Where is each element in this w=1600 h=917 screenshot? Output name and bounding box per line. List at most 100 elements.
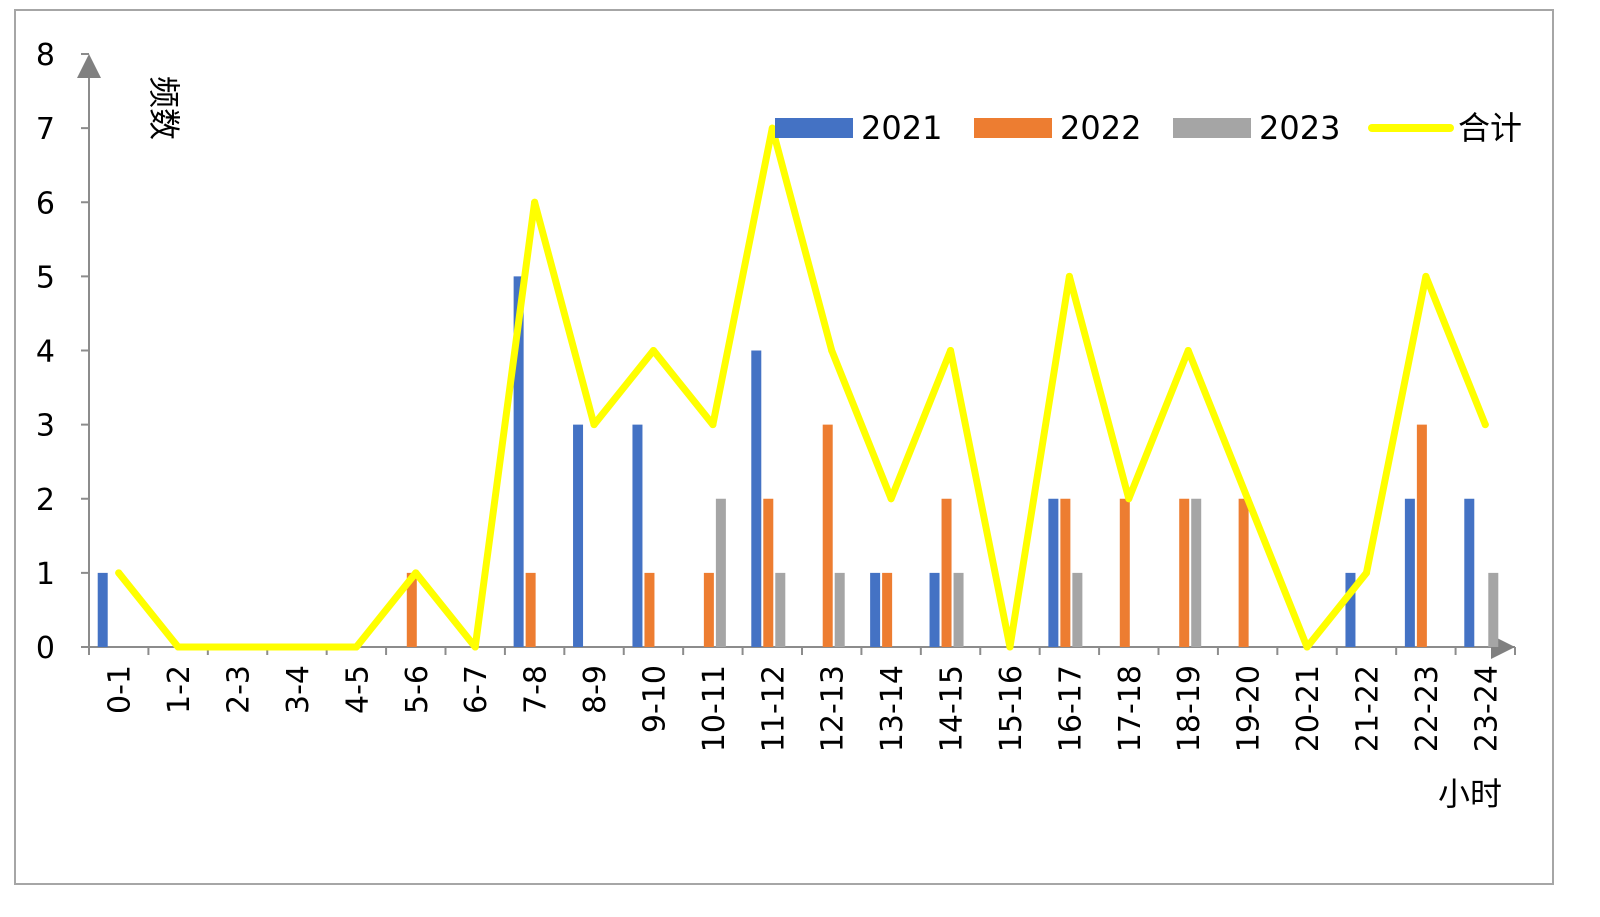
line-point	[1244, 495, 1252, 503]
y-tick-label: 4	[36, 335, 55, 370]
x-tick-label: 23-24	[1469, 665, 1504, 752]
bar-2023	[1488, 572, 1499, 647]
bar-2021	[1464, 498, 1475, 647]
x-tick-label: 5-6	[400, 665, 435, 714]
bar-2022	[822, 424, 833, 647]
bar-2022	[941, 498, 952, 647]
x-tick-label: 17-18	[1113, 665, 1148, 752]
legend-label-合计: 合计	[1458, 109, 1522, 147]
bar-2021	[1048, 498, 1059, 647]
bar-2023	[953, 572, 964, 647]
line-point	[471, 643, 479, 651]
y-axis-label: 频数	[145, 76, 183, 140]
chart-frame	[14, 9, 1554, 885]
bar-2022	[644, 572, 655, 647]
bar-2022	[1238, 498, 1249, 647]
line-point	[1006, 643, 1014, 651]
line-point	[352, 643, 360, 651]
y-tick-label: 2	[36, 483, 55, 518]
bar-2023	[1072, 572, 1083, 647]
y-tick-label: 5	[36, 260, 55, 295]
bar-2022	[1416, 424, 1427, 647]
line-point	[768, 124, 776, 132]
bar-2021	[929, 572, 940, 647]
bar-2022	[525, 572, 536, 647]
x-tick-label: 6-7	[459, 665, 494, 714]
legend-swatch-2022	[974, 118, 1052, 138]
x-tick-label: 21-22	[1350, 665, 1385, 752]
legend-label-2022: 2022	[1060, 109, 1141, 147]
bar-2023	[715, 498, 726, 647]
x-tick-label: 15-16	[994, 665, 1029, 752]
line-point	[234, 643, 242, 651]
y-tick-label: 1	[36, 557, 55, 592]
bar-2023	[775, 572, 786, 647]
line-point	[531, 198, 539, 206]
y-tick-label: 3	[36, 409, 55, 444]
line-point	[947, 347, 955, 354]
bar-2022	[703, 572, 714, 647]
bar-2021	[870, 572, 881, 647]
bar-2022	[882, 572, 893, 647]
x-tick-label: 0-1	[103, 665, 138, 714]
line-point	[1303, 643, 1311, 651]
x-tick-label: 10-11	[697, 665, 732, 752]
line-point	[412, 569, 420, 577]
legend: 2021 2022 2023 合计	[775, 109, 1522, 147]
y-axis-arrow	[77, 54, 101, 78]
bar-2021	[573, 424, 584, 647]
bar-2022	[1060, 498, 1071, 647]
x-tick-label: 18-19	[1172, 665, 1207, 752]
x-tick-label: 1-2	[162, 665, 197, 714]
line-point	[293, 643, 301, 651]
x-tick-label: 2-3	[222, 665, 257, 714]
x-tick-label: 20-21	[1291, 665, 1326, 752]
line-合计	[115, 124, 1489, 651]
x-tick-label: 11-12	[756, 665, 791, 752]
line-point	[828, 347, 836, 354]
tick-labels-group: 0 1 2 3 4 5 6 7 8 0-1 1-2 2-3 3-4 4-5 5-6 6-7 7-8 8-9 9-10…	[36, 38, 1504, 752]
x-axis-label: 小时	[1438, 775, 1502, 813]
bar-2021	[632, 424, 643, 647]
x-tick-label: 13-14	[875, 665, 910, 752]
x-tick-label: 19-20	[1232, 665, 1267, 752]
bars-group	[97, 276, 1499, 647]
bar-2022	[406, 572, 417, 647]
x-tick-label: 9-10	[637, 665, 672, 733]
line-point	[1065, 272, 1073, 280]
y-tick-label: 6	[36, 186, 55, 221]
x-tick-label: 16-17	[1053, 665, 1088, 752]
bar-2021	[97, 572, 108, 647]
x-tick-label: 4-5	[340, 665, 375, 714]
line-point	[709, 421, 717, 429]
legend-swatch-2023	[1173, 118, 1251, 138]
total-line-group	[115, 124, 1489, 651]
line-point	[649, 347, 657, 354]
bar-2021	[1345, 572, 1356, 647]
line-point	[1362, 569, 1370, 577]
y-tick-label: 0	[36, 631, 55, 666]
y-tick-label: 7	[36, 112, 55, 147]
line-point	[174, 643, 182, 651]
line-point	[1125, 495, 1133, 503]
y-tick-label: 8	[36, 38, 55, 73]
line-point	[1481, 421, 1489, 429]
x-tick-label: 7-8	[519, 665, 554, 714]
x-tick-label: 12-13	[816, 665, 851, 752]
bar-2021	[751, 350, 762, 647]
x-tick-label: 14-15	[935, 665, 970, 752]
line-point	[1184, 347, 1192, 354]
bar-2022	[1119, 498, 1130, 647]
legend-swatch-2021	[775, 118, 853, 138]
x-tick-label: 22-23	[1410, 665, 1445, 752]
line-point	[1422, 272, 1430, 280]
line-point	[887, 495, 895, 503]
bar-2021	[1404, 498, 1415, 647]
x-tick-label: 3-4	[281, 665, 316, 714]
bar-2022	[1179, 498, 1190, 647]
line-point	[115, 569, 123, 577]
bar-2023	[834, 572, 845, 647]
bar-2023	[1191, 498, 1202, 647]
bar-2021	[513, 276, 524, 647]
